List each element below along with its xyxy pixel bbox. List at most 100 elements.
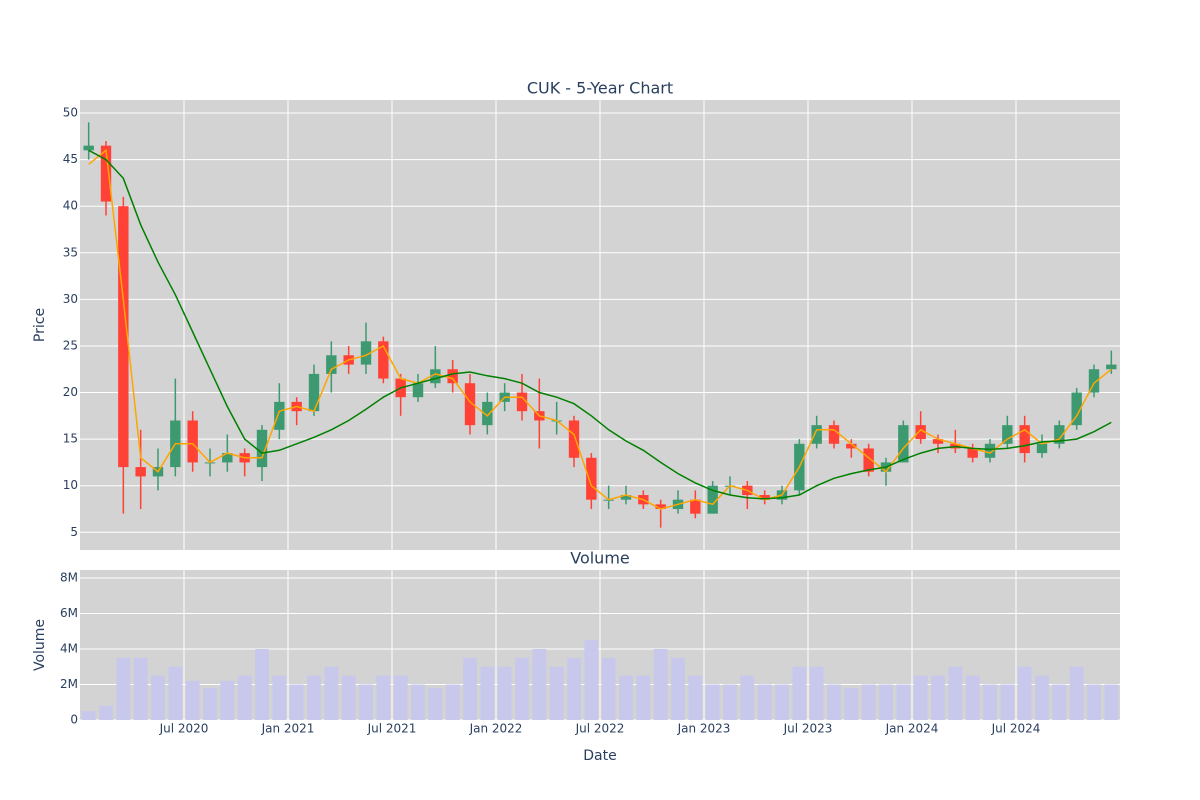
candle-body	[83, 145, 94, 151]
volume-bar	[948, 666, 963, 720]
volume-bar	[532, 648, 547, 720]
x-tick-label: Jan 2024	[885, 722, 939, 736]
volume-bar	[168, 666, 183, 720]
volume-bar	[584, 640, 599, 720]
x-tick-label: Jan 2023	[677, 722, 731, 736]
candle-body	[1054, 425, 1065, 444]
x-tick-label: Jul 2022	[575, 722, 625, 736]
volume-bar	[653, 648, 668, 720]
y-tick-label: 50	[63, 106, 78, 120]
volume-bar	[1035, 675, 1049, 720]
candle-body	[1071, 392, 1082, 426]
y-tick-label: 30	[63, 292, 78, 306]
volume-bar	[341, 675, 356, 720]
candle-body	[308, 373, 320, 412]
candle-body	[100, 145, 112, 202]
candle-body	[256, 429, 268, 468]
volume-bar	[931, 675, 945, 720]
y-tick-label: 40	[63, 199, 78, 213]
candle-body	[759, 495, 770, 500]
candle-body	[898, 425, 909, 463]
candle-body	[655, 504, 666, 510]
volume-bar	[324, 666, 339, 720]
y-tick-label: 25	[63, 338, 78, 352]
volume-bar	[671, 657, 685, 720]
candle-body	[811, 425, 822, 444]
volume-bar	[393, 675, 408, 720]
y-tick-label: 5	[70, 525, 78, 539]
x-tick-label: Jan 2021	[261, 722, 315, 736]
candle-body	[274, 401, 285, 430]
volume-bar	[185, 680, 200, 720]
y2-tick-label: 8M	[60, 570, 78, 584]
volume-bar	[827, 684, 841, 720]
x-tick-label: Jul 2023	[783, 722, 833, 736]
volume-bar	[775, 684, 789, 720]
candle-body	[464, 383, 476, 426]
volume-bar	[1000, 684, 1015, 720]
y2-axis-title: Volume	[32, 619, 48, 671]
volume-bar	[896, 684, 911, 720]
volume-bar	[81, 711, 96, 720]
candle-body	[690, 499, 701, 514]
x-tick-label: Jan 2022	[469, 722, 523, 736]
volume-bar	[463, 657, 477, 720]
y-tick-label: 20	[63, 385, 78, 399]
moving-average-line	[88, 148, 1112, 510]
volume-bar	[1104, 684, 1119, 720]
moving-average-line	[88, 149, 1112, 500]
volume-bar	[844, 688, 859, 720]
candle-body	[360, 341, 372, 365]
volume-bar	[879, 684, 893, 720]
candle-body	[118, 206, 129, 468]
y2-tick-label: 2M	[60, 677, 78, 691]
volume-bar	[740, 675, 755, 720]
volume-bar	[359, 684, 373, 720]
volume-bar	[757, 684, 772, 720]
volume-bar	[636, 675, 651, 720]
volume-bar	[965, 675, 980, 720]
candle-body	[1088, 369, 1100, 393]
y2-tick-label: 6M	[60, 606, 78, 620]
candle-body	[846, 443, 857, 449]
volume-bar	[1069, 666, 1084, 720]
volume-bar	[619, 675, 633, 720]
volume-bar	[151, 675, 165, 720]
candle-body	[568, 420, 580, 458]
candle-body	[430, 369, 441, 384]
candle-body	[222, 453, 233, 463]
volume-bar	[411, 684, 425, 720]
y-tick-label: 35	[63, 245, 78, 259]
volume-bar	[497, 666, 512, 720]
volume-bar	[549, 666, 564, 720]
y-tick-label: 45	[63, 152, 78, 166]
candle-body	[707, 485, 718, 514]
candle-body	[378, 341, 389, 379]
volume-bar	[307, 675, 321, 720]
volume-bar	[133, 657, 148, 720]
volume-bar	[203, 688, 217, 720]
y-tick-label: 10	[63, 478, 78, 492]
y-axis-title: Price	[32, 308, 48, 342]
candle-body	[828, 425, 840, 444]
candle-body	[620, 495, 632, 500]
candle-body	[516, 392, 528, 412]
volume-bar	[861, 684, 876, 720]
volume-bar	[480, 666, 495, 720]
candle-body	[967, 448, 978, 458]
volume-bar	[237, 675, 252, 720]
volume-bar	[601, 657, 616, 720]
volume-bar	[913, 675, 928, 720]
volume-bar	[1087, 684, 1101, 720]
volume-bar	[376, 675, 391, 720]
x-tick-label: Jul 2020	[159, 722, 209, 736]
candle-body	[1002, 425, 1013, 444]
volume-bar	[705, 684, 720, 720]
volume-bar	[515, 657, 529, 720]
candle-body	[932, 439, 944, 444]
volume-bar	[220, 680, 235, 720]
volume-bar	[289, 684, 304, 720]
volume-bar	[723, 684, 737, 720]
volume-bar	[983, 684, 997, 720]
